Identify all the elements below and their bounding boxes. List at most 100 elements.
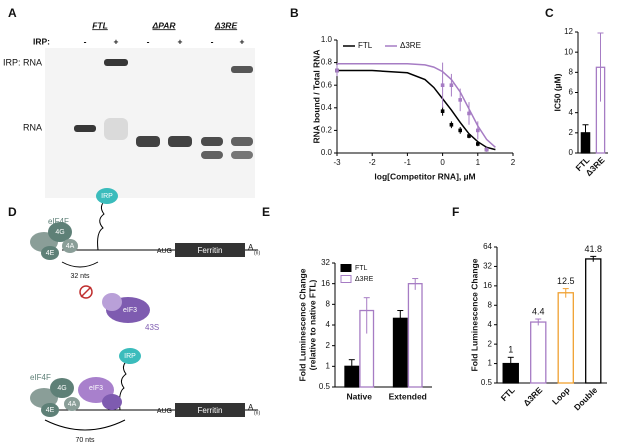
gel bbox=[45, 48, 255, 198]
distance-label: 32 nts bbox=[70, 273, 90, 280]
value-label: 4.4 bbox=[532, 306, 545, 316]
x-axis-label: log[Competitor RNA], µM bbox=[374, 171, 475, 181]
point bbox=[458, 98, 462, 102]
eif-label: 4E bbox=[46, 407, 55, 414]
s43-label: 43S bbox=[145, 323, 159, 332]
y-axis-label: Fold Luminescence Change bbox=[297, 268, 307, 381]
tail-sub: (n) bbox=[254, 250, 260, 256]
irp-label: IRP: bbox=[33, 36, 50, 46]
eif-label: 4G bbox=[57, 385, 66, 392]
band-label: RNA bbox=[23, 122, 42, 132]
y-tick-label: 16 bbox=[321, 279, 330, 288]
panel-label: D bbox=[8, 205, 17, 219]
y-axis-label: IC50 (µM) bbox=[552, 73, 562, 111]
diagram-bottom bbox=[30, 348, 258, 431]
y-tick-label: 12 bbox=[564, 27, 573, 36]
fit-curve bbox=[337, 62, 496, 148]
y-tick-label: 8 bbox=[569, 67, 574, 76]
y-tick-label: 8 bbox=[488, 300, 493, 309]
irp-shape bbox=[96, 188, 118, 204]
y-tick-label: 64 bbox=[483, 242, 492, 251]
eif3-label: eIF3 bbox=[89, 385, 103, 392]
y-tick-label: 1 bbox=[488, 359, 493, 368]
y-tick-label: 6 bbox=[569, 88, 574, 97]
point bbox=[440, 109, 445, 113]
y-tick-label: 32 bbox=[483, 262, 492, 271]
aug-label: AUG bbox=[157, 408, 172, 415]
y-tick-label: 8 bbox=[326, 299, 331, 308]
point bbox=[467, 134, 471, 138]
y-tick-label: 32 bbox=[321, 258, 330, 267]
legend-label: FTL bbox=[355, 265, 368, 272]
y-tick-label: 0.8 bbox=[321, 58, 333, 67]
x-tick-label: Double bbox=[572, 385, 600, 413]
tail-label: A bbox=[248, 403, 254, 412]
eif-label: 4A bbox=[66, 243, 75, 250]
band-label: IRP: RNA bbox=[3, 57, 42, 67]
tail-sub: (n) bbox=[254, 410, 260, 416]
x-tick-label: Loop bbox=[550, 385, 572, 407]
legend-label: Δ3RE bbox=[400, 41, 421, 50]
gene-box bbox=[175, 403, 245, 417]
gene-label: Ferritin bbox=[198, 246, 223, 255]
y-tick-label: 0.5 bbox=[481, 378, 493, 387]
lane-sign: + bbox=[114, 36, 119, 46]
point bbox=[449, 83, 454, 87]
point bbox=[467, 111, 471, 116]
x-tick-label: -1 bbox=[404, 158, 412, 167]
y-tick-label: 10 bbox=[564, 47, 573, 56]
eif4f-label: eIF4F bbox=[48, 217, 69, 226]
y-tick-label: 2 bbox=[326, 341, 331, 350]
y-tick-label: 1.0 bbox=[321, 35, 333, 44]
point bbox=[440, 83, 445, 87]
bar bbox=[530, 321, 547, 384]
x-tick-label: FTL bbox=[499, 385, 517, 403]
x-tick-label: 2 bbox=[511, 158, 516, 167]
irp-label: IRP bbox=[124, 353, 136, 360]
value-label: 41.8 bbox=[584, 244, 602, 254]
legend-label: Δ3RE bbox=[355, 276, 374, 283]
panel-label: E bbox=[262, 205, 270, 219]
aug-label: AUG bbox=[157, 248, 172, 255]
eif3-label: eIF3 bbox=[123, 307, 137, 314]
legend-swatch bbox=[340, 275, 352, 283]
y-tick-label: 4 bbox=[326, 320, 331, 329]
gel-bands bbox=[74, 59, 253, 159]
legend-label: FTL bbox=[358, 41, 373, 50]
eif4f-label: eIF4F bbox=[30, 373, 51, 382]
y-tick-label: 1 bbox=[326, 361, 331, 370]
eif-label: 4G bbox=[55, 229, 64, 236]
x-tick-label: Native bbox=[346, 391, 372, 401]
eif-label: 4A bbox=[68, 401, 77, 408]
lane-sign: + bbox=[178, 36, 183, 46]
panel-label: B bbox=[290, 6, 299, 20]
x-tick-label: 0 bbox=[440, 158, 445, 167]
diagram-top bbox=[30, 188, 258, 323]
y-axis-label: RNA bound / Total RNA bbox=[311, 50, 321, 144]
y-tick-label: 2 bbox=[488, 339, 493, 348]
panel-label: C bbox=[545, 6, 554, 20]
value-label: 1 bbox=[508, 345, 513, 355]
y-tick-label: 0 bbox=[569, 148, 574, 157]
y-tick-label: 0.4 bbox=[321, 103, 333, 112]
lane-sign: - bbox=[84, 36, 87, 46]
tail-label: A bbox=[248, 243, 254, 252]
fit-curve bbox=[337, 69, 496, 151]
x-tick-label: -2 bbox=[369, 158, 377, 167]
eif-label: 4E bbox=[46, 250, 55, 257]
point bbox=[458, 128, 462, 133]
x-tick-label: -3 bbox=[333, 158, 341, 167]
y-tick-label: 4 bbox=[569, 108, 574, 117]
lane-sign: - bbox=[147, 36, 150, 46]
y-tick-label: 0.6 bbox=[321, 80, 333, 89]
point bbox=[476, 142, 480, 146]
bar bbox=[407, 283, 423, 388]
distance-label: 70 nts bbox=[75, 437, 95, 444]
x-tick-label: 1 bbox=[476, 158, 481, 167]
x-tick-label: Δ3RE bbox=[521, 385, 544, 408]
bar bbox=[585, 258, 602, 384]
value-label: 12.5 bbox=[557, 276, 575, 286]
lane-sign: + bbox=[240, 36, 245, 46]
point bbox=[449, 122, 454, 127]
